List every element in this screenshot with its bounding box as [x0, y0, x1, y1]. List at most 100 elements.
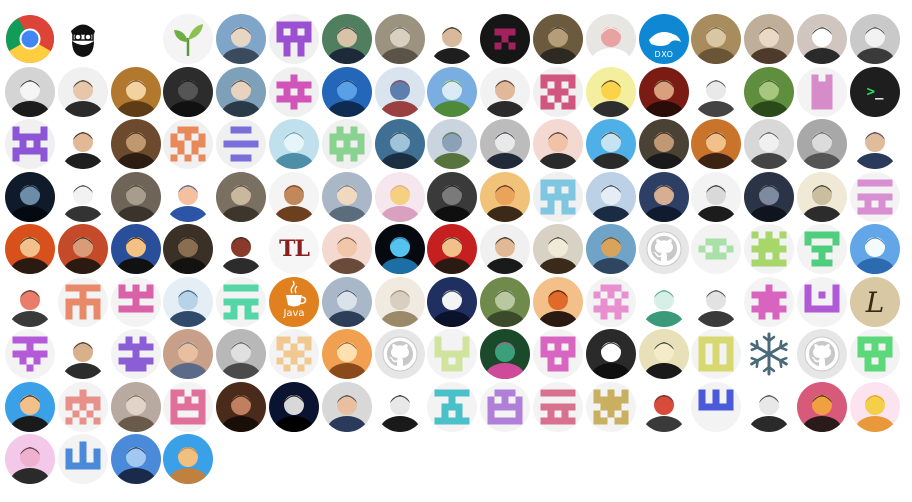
contributor-avatar[interactable]: [322, 224, 372, 274]
contributor-avatar[interactable]: [375, 277, 425, 327]
contributor-avatar[interactable]: [375, 172, 425, 222]
l-letter-avatar[interactable]: L: [850, 277, 900, 327]
github-default-avatar[interactable]: [639, 224, 689, 274]
identicon-avatar[interactable]: [797, 277, 847, 327]
contributor-avatar[interactable]: [427, 67, 477, 117]
contributor-avatar[interactable]: [850, 14, 900, 64]
identicon-avatar[interactable]: [850, 329, 900, 379]
identicon-avatar[interactable]: [322, 119, 372, 169]
contributor-avatar[interactable]: [797, 382, 847, 432]
contributor-avatar[interactable]: [480, 224, 530, 274]
contributor-avatar[interactable]: [216, 14, 266, 64]
contributor-avatar[interactable]: [850, 224, 900, 274]
contributor-avatar[interactable]: [586, 329, 636, 379]
contributor-avatar[interactable]: [744, 14, 794, 64]
contributor-avatar[interactable]: [639, 172, 689, 222]
identicon-avatar[interactable]: [533, 329, 583, 379]
contributor-avatar[interactable]: [480, 277, 530, 327]
contributor-avatar[interactable]: [322, 172, 372, 222]
identicon-avatar[interactable]: [586, 277, 636, 327]
identicon-avatar[interactable]: [5, 119, 55, 169]
contributor-avatar[interactable]: [269, 119, 319, 169]
contributor-avatar[interactable]: [163, 67, 213, 117]
contributor-avatar[interactable]: [216, 172, 266, 222]
contributor-avatar[interactable]: [427, 224, 477, 274]
contributor-avatar[interactable]: [322, 14, 372, 64]
identicon-avatar[interactable]: [163, 119, 213, 169]
contributor-avatar[interactable]: [639, 329, 689, 379]
contributor-avatar[interactable]: [797, 14, 847, 64]
contributor-avatar[interactable]: [691, 67, 741, 117]
contributor-avatar[interactable]: [322, 67, 372, 117]
identicon-avatar[interactable]: [691, 382, 741, 432]
identicon-avatar[interactable]: [58, 434, 108, 484]
contributor-avatar[interactable]: [5, 277, 55, 327]
contributor-avatar[interactable]: [744, 67, 794, 117]
identicon-avatar[interactable]: [533, 67, 583, 117]
contributor-avatar[interactable]: [216, 382, 266, 432]
identicon-avatar[interactable]: [533, 172, 583, 222]
dxo-logo-avatar[interactable]: DXO: [639, 14, 689, 64]
contributor-avatar[interactable]: [216, 224, 266, 274]
contributor-avatar[interactable]: [163, 434, 213, 484]
identicon-avatar[interactable]: [850, 172, 900, 222]
contributor-avatar[interactable]: [427, 14, 477, 64]
identicon-avatar[interactable]: [480, 14, 530, 64]
identicon-avatar[interactable]: [427, 329, 477, 379]
chrome-logo-avatar[interactable]: [5, 14, 55, 64]
identicon-avatar[interactable]: [269, 329, 319, 379]
contributor-avatar[interactable]: [5, 382, 55, 432]
identicon-avatar[interactable]: [269, 67, 319, 117]
sprout-icon-avatar[interactable]: [163, 14, 213, 64]
github-default-avatar[interactable]: [375, 329, 425, 379]
contributor-avatar[interactable]: [533, 277, 583, 327]
identicon-avatar[interactable]: [111, 277, 161, 327]
contributor-avatar[interactable]: [111, 119, 161, 169]
contributor-avatar[interactable]: [586, 224, 636, 274]
identicon-avatar[interactable]: [111, 329, 161, 379]
contributor-avatar[interactable]: [691, 119, 741, 169]
identicon-avatar[interactable]: [427, 382, 477, 432]
contributor-avatar[interactable]: [639, 382, 689, 432]
contributor-avatar[interactable]: [586, 119, 636, 169]
contributor-avatar[interactable]: [797, 172, 847, 222]
contributor-avatar[interactable]: [375, 382, 425, 432]
contributor-avatar[interactable]: [5, 224, 55, 274]
github-default-avatar[interactable]: [797, 329, 847, 379]
identicon-avatar[interactable]: [533, 382, 583, 432]
identicon-avatar[interactable]: [691, 329, 741, 379]
contributor-avatar[interactable]: [58, 119, 108, 169]
contributor-avatar[interactable]: [639, 67, 689, 117]
contributor-avatar[interactable]: [216, 67, 266, 117]
contributor-avatar[interactable]: [111, 172, 161, 222]
contributor-avatar[interactable]: [691, 277, 741, 327]
contributor-avatar[interactable]: [216, 329, 266, 379]
contributor-avatar[interactable]: [427, 172, 477, 222]
contributor-avatar[interactable]: [58, 329, 108, 379]
contributor-avatar[interactable]: [163, 329, 213, 379]
contributor-avatar[interactable]: [639, 277, 689, 327]
contributor-avatar[interactable]: [269, 382, 319, 432]
java-logo-avatar[interactable]: Java: [269, 277, 319, 327]
contributor-avatar[interactable]: [111, 67, 161, 117]
contributor-avatar[interactable]: [375, 67, 425, 117]
contributor-avatar[interactable]: [639, 119, 689, 169]
contributor-avatar[interactable]: [691, 172, 741, 222]
contributor-avatar[interactable]: [163, 224, 213, 274]
contributor-avatar[interactable]: [744, 382, 794, 432]
identicon-avatar[interactable]: [744, 224, 794, 274]
contributor-avatar[interactable]: [797, 119, 847, 169]
contributor-avatar[interactable]: [480, 172, 530, 222]
snowflake-icon-avatar[interactable]: [744, 329, 794, 379]
terminal-icon-avatar[interactable]: > _: [850, 67, 900, 117]
contributor-avatar[interactable]: [850, 119, 900, 169]
contributor-avatar[interactable]: [427, 277, 477, 327]
identicon-avatar[interactable]: [216, 277, 266, 327]
contributor-avatar[interactable]: [5, 172, 55, 222]
identicon-avatar[interactable]: [216, 119, 266, 169]
contributor-avatar[interactable]: [58, 224, 108, 274]
contributor-avatar[interactable]: [322, 382, 372, 432]
contributor-avatar[interactable]: [375, 14, 425, 64]
identicon-avatar[interactable]: [58, 382, 108, 432]
identicon-avatar[interactable]: [797, 224, 847, 274]
